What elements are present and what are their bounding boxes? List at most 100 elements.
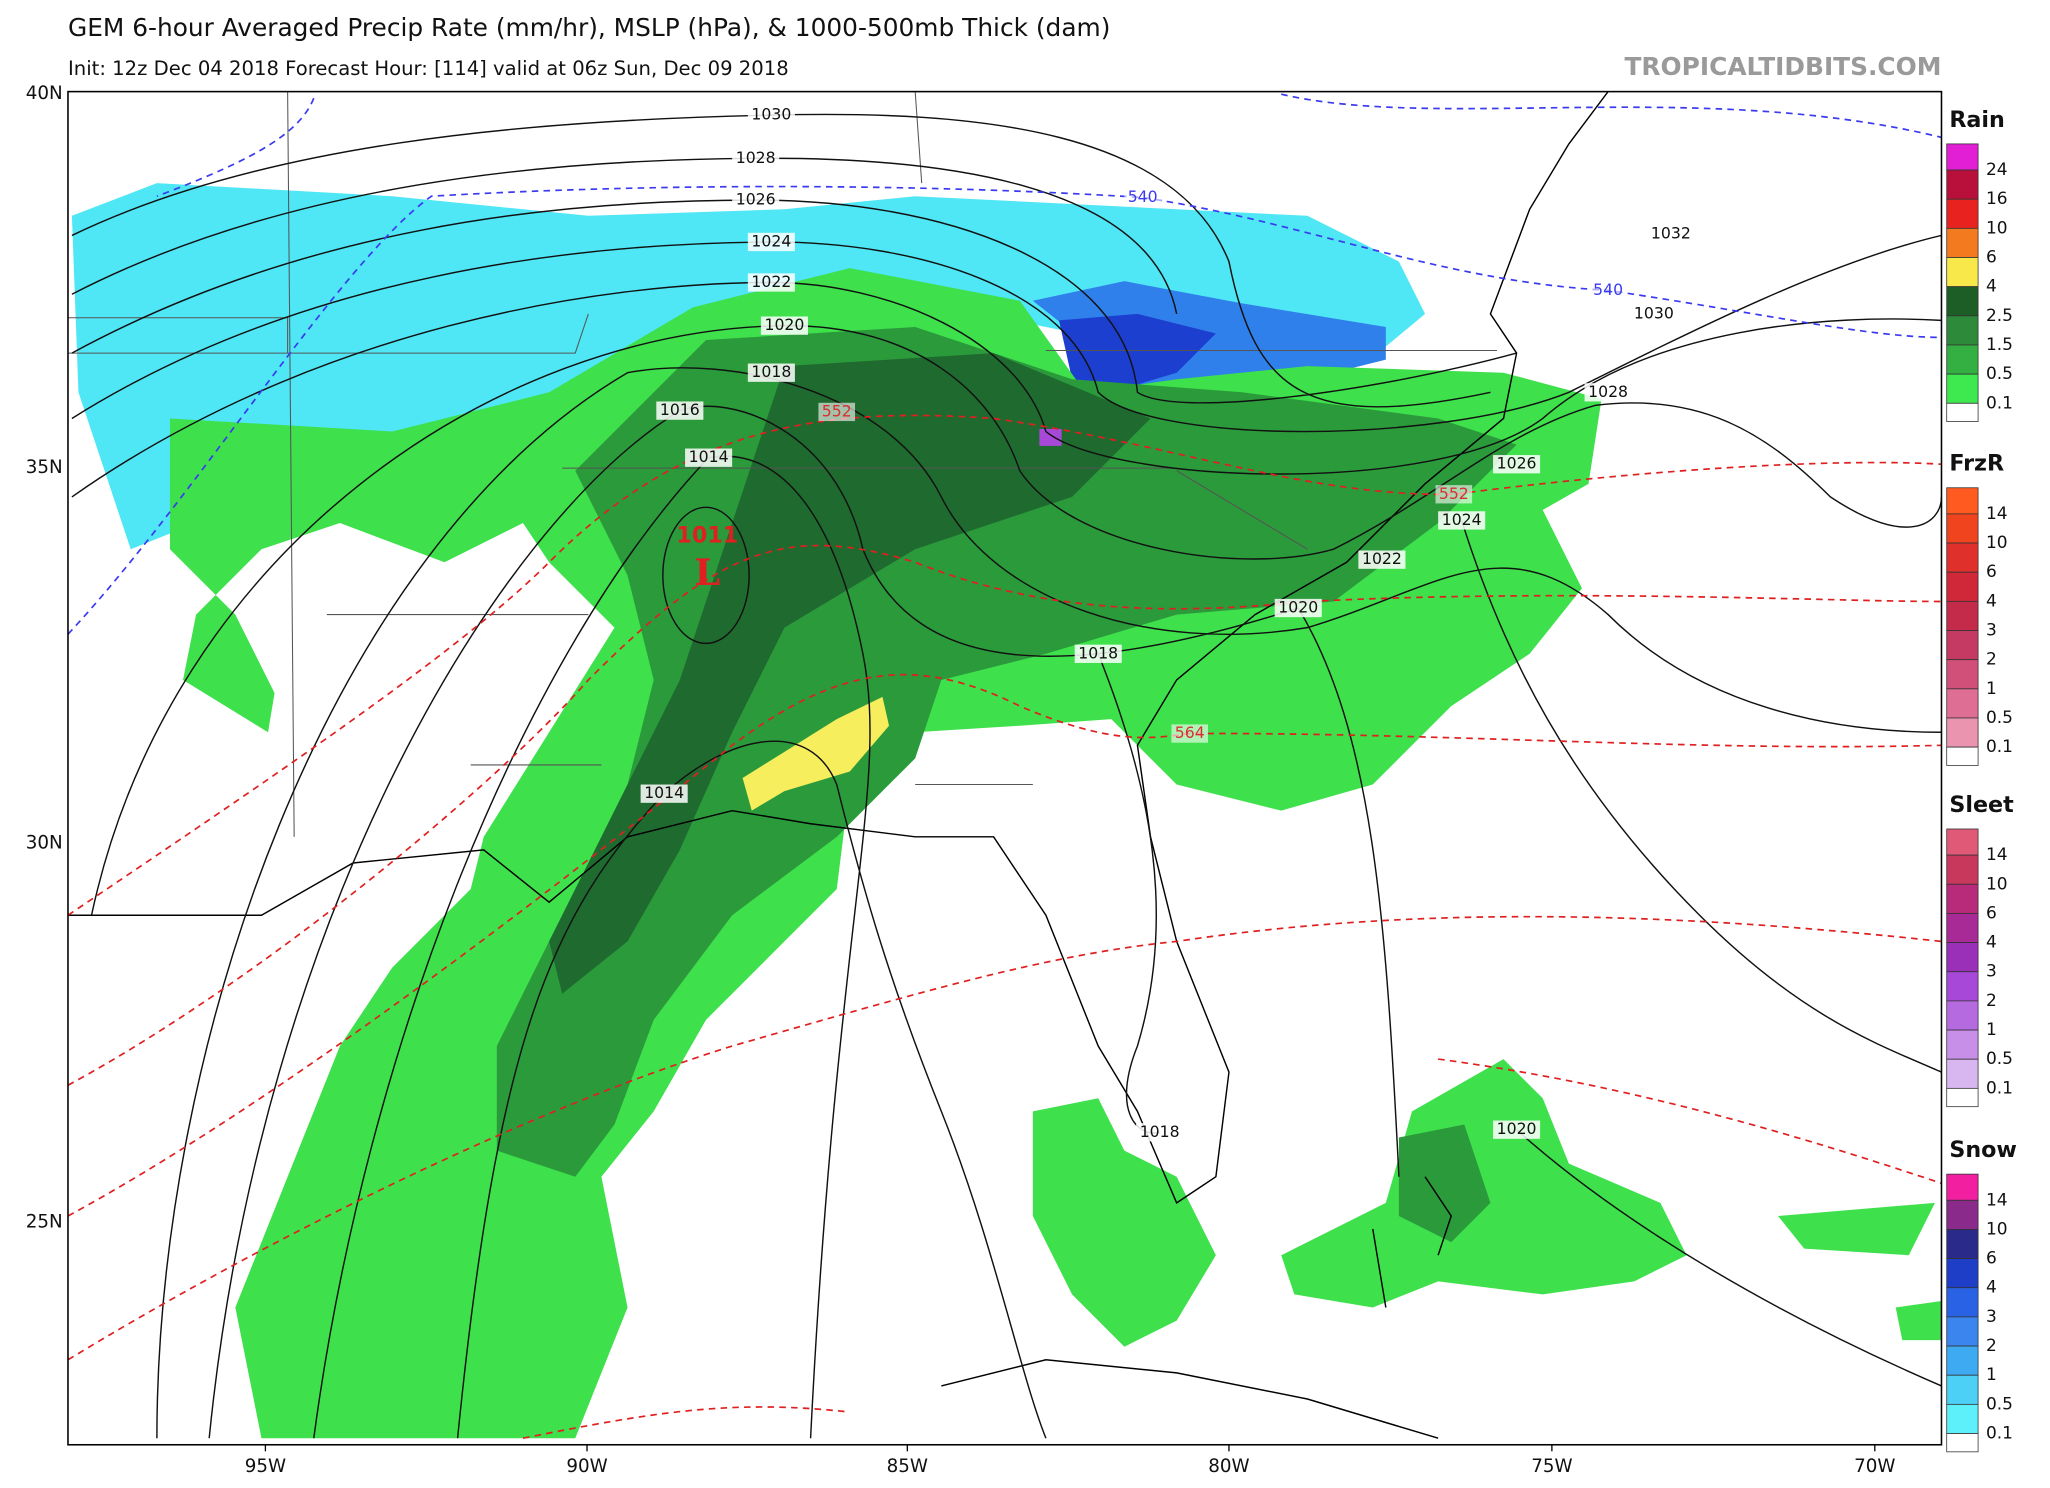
isobar-label: 1030 <box>751 105 791 124</box>
isobar-label: 1014 <box>644 783 684 802</box>
isobar-label-bg <box>1630 304 1678 324</box>
isobar-label-bg <box>747 363 795 382</box>
legend-swatch <box>1946 854 1979 885</box>
map-labels: 40N 35N 30N 25N 95W 90W 85W 80W 75W 70W 1030 1028 10… <box>26 83 1896 1477</box>
thickness-label-bg <box>1589 281 1627 300</box>
legend-level: 3 <box>1986 1307 1997 1327</box>
legend-level: 3 <box>1986 621 1997 641</box>
legend-swatch <box>1946 600 1979 631</box>
legend-level: 0.5 <box>1986 708 2013 728</box>
legend-level: 14 <box>1986 845 2008 865</box>
legend-level: 4 <box>1986 277 1997 297</box>
latitude-label: 40N <box>26 83 63 104</box>
legend-swatch <box>1946 1316 1979 1347</box>
subtitle: Init: 12z Dec 04 2018 Forecast Hour: [11… <box>68 57 789 80</box>
legend-level: 6 <box>1986 1249 1997 1269</box>
legend-level: 2 <box>1986 1336 1997 1356</box>
thickness-label-bg <box>818 402 856 422</box>
legend-level: 3 <box>1986 962 1997 982</box>
isobar-label-bg <box>640 784 688 803</box>
thickness-label: 552 <box>822 401 852 420</box>
legend-level: 16 <box>1986 189 2008 209</box>
legend-swatch <box>1946 688 1979 719</box>
longitude-label: 90W <box>566 1456 607 1477</box>
rain-area-intense <box>742 696 890 811</box>
isobar-label: 1014 <box>689 447 729 466</box>
isobar-label-bg <box>1493 1120 1541 1139</box>
snow-area-core <box>1058 313 1216 393</box>
legend-swatch <box>1946 913 1979 943</box>
isobar-label: 1022 <box>1362 549 1402 568</box>
thickness-label: 540 <box>1128 187 1158 206</box>
legend-swatch <box>1946 1345 1979 1376</box>
legend-level: 0.1 <box>1986 1424 2013 1444</box>
legend-swatch <box>1946 169 1979 200</box>
legend-level: 4 <box>1986 933 1997 953</box>
latitude-label: 30N <box>26 832 63 853</box>
legend-swatch <box>1946 402 1979 422</box>
map-area <box>67 90 1943 1446</box>
isobar-label-bg <box>1136 1123 1184 1142</box>
legend-swatch <box>1946 143 1979 171</box>
legend-swatch <box>1946 1199 1979 1230</box>
thickness-label-bg <box>1171 724 1209 743</box>
isobar-label: 1016 <box>660 400 700 419</box>
isobar-label: 1018 <box>751 362 791 381</box>
legend-level: 0.5 <box>1986 1394 2013 1414</box>
legend-swatch <box>1946 1229 1979 1259</box>
legend-level: 0.1 <box>1986 737 2013 757</box>
thickness-label: 552 <box>1439 484 1469 503</box>
legend-swatch <box>1946 1374 1979 1405</box>
legend-level: 0.1 <box>1986 393 2013 413</box>
rain-area-heavy <box>549 353 1151 994</box>
longitude-label: 80W <box>1208 1456 1249 1477</box>
legend-swatch <box>1946 1173 1979 1201</box>
legend-level: 10 <box>1986 1219 2008 1239</box>
legend-swatch <box>1946 571 1979 602</box>
legend-swatch <box>1946 883 1979 914</box>
coastline <box>67 91 1609 1439</box>
low-pressure-value: 1011 <box>676 523 738 549</box>
isobar-label-bg <box>732 190 780 210</box>
longitude-label: 70W <box>1854 1456 1895 1477</box>
legend-level: 1 <box>1986 679 1997 699</box>
legend-level: 0.5 <box>1986 1049 2013 1069</box>
legend-swatch <box>1946 1287 1979 1318</box>
legend-level: 1 <box>1986 1020 1997 1040</box>
low-pressure-letter: L <box>694 551 720 594</box>
isobar-label: 1020 <box>764 315 804 334</box>
legend-level: 2.5 <box>1986 306 2013 326</box>
isobar-label: 1022 <box>751 272 791 291</box>
legend-level: 14 <box>1986 1190 2008 1210</box>
state-borders <box>67 91 1497 837</box>
legend-swatch <box>1946 542 1979 573</box>
rain-area-east <box>1778 1202 1942 1341</box>
legend-swatch <box>1946 286 1979 317</box>
legend-level: 1 <box>1986 1365 1997 1385</box>
isobar-label-bg <box>1647 224 1695 244</box>
isobar-label: 1020 <box>1278 598 1318 617</box>
isobar-label-bg <box>1274 598 1322 618</box>
isobar-label-bg <box>747 273 795 292</box>
legend-swatch <box>1946 1087 1979 1108</box>
isobar-label-bg <box>656 401 704 420</box>
legend-level: 4 <box>1986 591 1997 611</box>
isobar-label-bg <box>760 316 808 335</box>
sleet-area <box>1039 428 1062 446</box>
legend-level: 2 <box>1986 991 1997 1011</box>
isobar-label-bg <box>732 149 780 168</box>
legend-swatch <box>1946 828 1979 856</box>
legend-swatch <box>1946 1433 1979 1453</box>
legend-swatch <box>1946 257 1979 288</box>
isobar-label: 1024 <box>751 231 791 250</box>
legend-level: 24 <box>1986 160 2008 180</box>
legend-level: 1.5 <box>1986 335 2013 355</box>
thickness-label-bg <box>1435 485 1473 504</box>
thickness-label: 540 <box>1593 280 1623 299</box>
legend-title: FrzR <box>1949 451 2004 477</box>
thickness-label: 564 <box>1175 723 1205 742</box>
legend-level: 6 <box>1986 903 1997 923</box>
legend-swatch <box>1946 746 1979 766</box>
